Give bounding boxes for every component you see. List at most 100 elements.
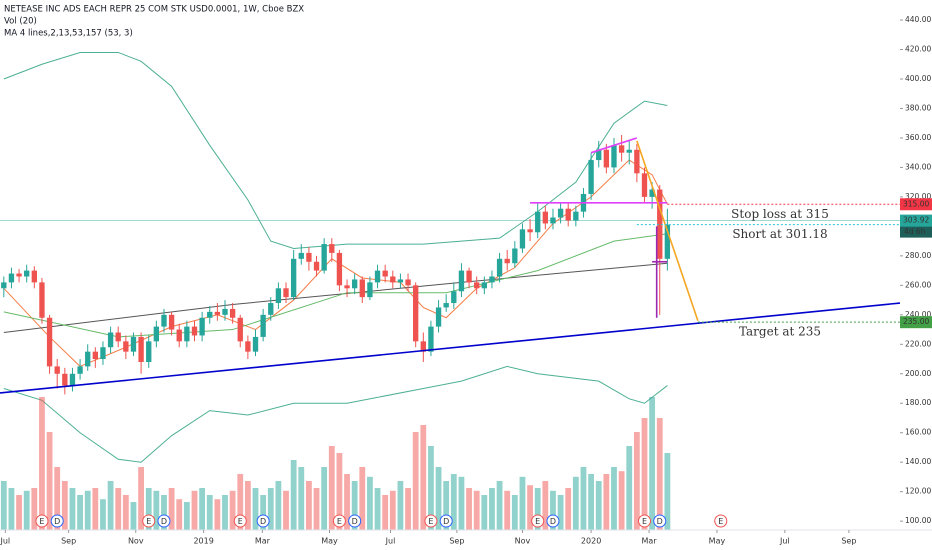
candle-body — [603, 149, 610, 168]
candle-body — [46, 317, 53, 367]
annotation: Target at 235 — [739, 325, 821, 339]
x-tick-label: Nov — [515, 537, 531, 546]
candle-body — [413, 285, 419, 342]
candle-body — [92, 351, 99, 360]
volume-bar — [481, 495, 488, 530]
y-tick-label: 100.00 — [905, 516, 931, 525]
volume-bar — [420, 425, 427, 530]
event-marker — [439, 514, 453, 528]
volume-bar — [405, 488, 411, 530]
volume-bar — [351, 481, 358, 530]
event-marker — [157, 514, 171, 528]
annotation: Stop loss at 315 — [731, 207, 829, 221]
y-tick-label: 200.00 — [905, 369, 931, 378]
event-marker — [714, 514, 728, 528]
candle-body — [504, 258, 510, 264]
y-tick-label: 180.00 — [905, 398, 931, 407]
event-marker — [531, 514, 545, 528]
event-label: D — [54, 517, 60, 526]
candle-body — [100, 347, 106, 360]
volume-bar — [130, 502, 137, 530]
candle-body — [54, 366, 60, 374]
event-marker — [233, 514, 247, 528]
candle-body — [77, 366, 83, 374]
candle-body — [130, 336, 137, 352]
price-label-bg — [900, 316, 932, 329]
volume-bar — [69, 488, 76, 530]
drawing-line — [636, 140, 699, 321]
x-tick-label: Jul — [0, 537, 10, 546]
candle-body — [649, 189, 655, 197]
price-label-bg — [900, 198, 932, 211]
volume-bar — [367, 476, 373, 530]
x-tick-label: 2019 — [193, 537, 213, 546]
event-label: D — [657, 517, 663, 526]
symbol-title: NETEASE INC ADS EACH REPR 25 COM STK USD… — [4, 5, 304, 15]
x-tick-label: Mar — [642, 537, 658, 546]
volume-bar — [191, 490, 198, 530]
candle-body — [351, 279, 358, 289]
volume-bar — [237, 474, 244, 530]
volume-bar — [161, 495, 167, 530]
volume-bar — [107, 481, 114, 530]
candle-body — [290, 258, 297, 298]
candle-body — [382, 270, 388, 277]
volume-bar — [511, 495, 518, 530]
candle-body — [626, 149, 632, 153]
candle-body — [39, 282, 45, 318]
x-tick-label: Nov — [128, 537, 144, 546]
volume-bar — [206, 495, 213, 530]
candle-body — [283, 288, 289, 298]
candle-body — [298, 252, 304, 259]
candle-body — [634, 149, 640, 174]
volume-bar — [435, 467, 442, 530]
event-marker — [637, 514, 651, 528]
event-label: E — [146, 517, 151, 526]
volume-bar — [214, 499, 221, 530]
candle-body — [191, 326, 198, 336]
candle-body — [573, 211, 579, 221]
volume-bar — [252, 488, 259, 530]
volume-bar — [664, 453, 671, 530]
volume-bar — [283, 490, 289, 530]
volume-bar — [115, 488, 122, 530]
candle-body — [321, 244, 327, 271]
candle-body — [275, 288, 282, 304]
price-label: 235.00 — [903, 317, 929, 326]
volume-bar — [504, 490, 511, 530]
volume-bar — [54, 467, 61, 530]
event-label: E — [238, 517, 243, 526]
axis-labels: 100.00 120.00 140.00 160.00 180.00 200.00 220.… — [0, 15, 932, 546]
x-tick-label: Sep — [449, 537, 464, 546]
candle-body — [153, 326, 160, 342]
event-marker — [653, 514, 667, 528]
candle-body — [512, 248, 518, 264]
event-label: D — [352, 517, 358, 526]
y-tick-label: 260.00 — [905, 280, 931, 289]
event-marker — [348, 514, 362, 528]
candle-body — [588, 160, 594, 194]
candle-body — [550, 217, 556, 224]
candle-body — [146, 341, 152, 362]
candle-body — [565, 208, 571, 221]
x-tick-label: Mar — [255, 537, 271, 546]
volume-bar — [649, 397, 656, 530]
countdown-bg — [900, 226, 932, 238]
y-tick-label: 320.00 — [905, 192, 931, 201]
event-label: E — [428, 517, 433, 526]
event-label: E — [337, 517, 342, 526]
candle-body — [229, 308, 236, 318]
last-price-bg — [900, 214, 932, 227]
candle-body — [474, 282, 480, 289]
volume-bar — [46, 432, 53, 530]
volume-bar — [100, 499, 106, 530]
volume-bar — [580, 467, 587, 530]
volume-bar — [23, 490, 30, 530]
event-marker — [35, 514, 49, 528]
volume-bar — [595, 481, 602, 530]
candle-body — [405, 279, 411, 286]
candle-body — [527, 229, 533, 233]
candle-body — [466, 270, 472, 283]
